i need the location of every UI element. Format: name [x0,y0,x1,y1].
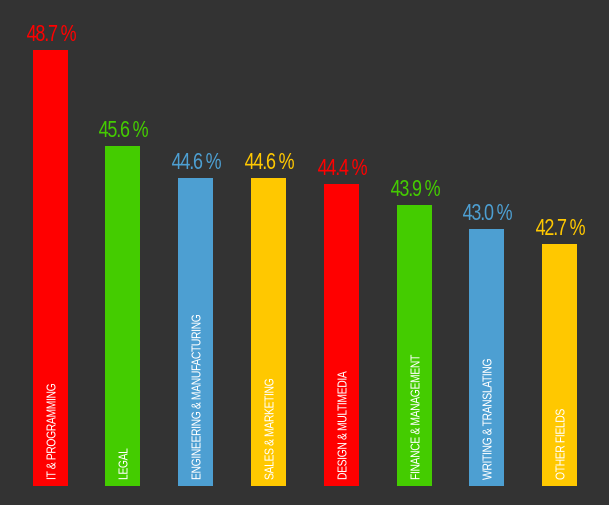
category-label-text: LEGAL [115,448,130,480]
bar-design-multimedia: DESIGN & MULTIMEDIA [324,184,359,486]
value-label: 44.4 % [317,154,367,180]
category-label: WRITING & TRANSLATING [479,328,494,480]
category-label: DESIGN & MULTIMEDIA [334,345,349,480]
category-label-text: DESIGN & MULTIMEDIA [334,371,349,480]
category-label: LEGAL [115,441,130,480]
value-label: 48.7 % [26,20,76,46]
bar-writing-translating: WRITING & TRANSLATING [469,229,504,486]
value-label: 44.6 % [244,148,294,174]
bar-it-programming: IT & PROGRAMMING [33,50,68,486]
value-label: 45.6 % [98,116,148,142]
bar-finance-management: FINANCE & MANAGEMENT [397,205,432,486]
bar-sales-marketing: SALES & MARKETING [251,178,286,486]
value-label: 42.7 % [535,214,585,240]
category-label-text: OTHER FIELDS [552,409,567,480]
value-label: 43.0 % [462,199,512,225]
category-label-text: ENGINEERING & MANUFACTURING [188,314,203,480]
category-label: OTHER FIELDS [552,391,567,480]
bar-other-fields: OTHER FIELDS [542,244,577,486]
category-label-text: FINANCE & MANAGEMENT [407,355,422,480]
category-label: ENGINEERING & MANUFACTURING [188,273,203,480]
category-label-text: IT & PROGRAMMING [43,383,58,480]
bar-engineering-manufacturing: ENGINEERING & MANUFACTURING [178,178,213,486]
category-label: SALES & MARKETING [261,353,276,480]
category-label: IT & PROGRAMMING [43,360,58,480]
category-label-text: SALES & MARKETING [261,378,276,480]
category-label: FINANCE & MANAGEMENT [407,324,422,480]
value-label: 44.6 % [171,148,221,174]
bar-legal: LEGAL [105,146,140,486]
value-label: 43.9 % [390,175,440,201]
category-label-text: WRITING & TRANSLATING [479,358,494,480]
